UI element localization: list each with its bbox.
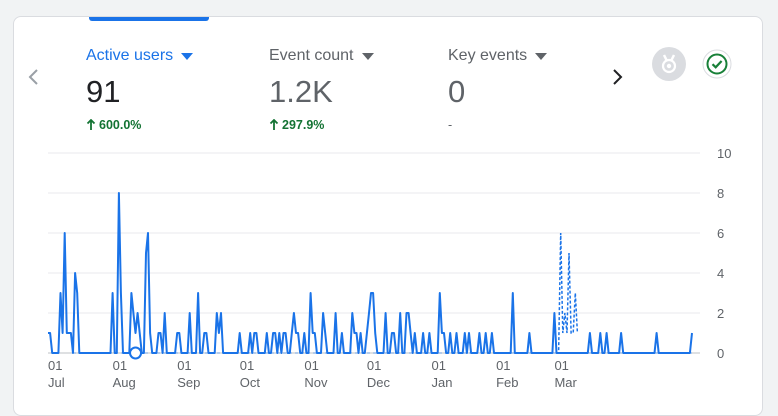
metric-label: Active users [86, 47, 174, 64]
metric-change-value: 297.9% [282, 118, 325, 132]
x-tick-month: Dec [367, 375, 391, 390]
caret-down-icon [181, 52, 194, 60]
series-line-partial [556, 232, 579, 354]
x-tick-day: 01 [177, 358, 191, 373]
series-line [48, 192, 693, 354]
x-tick-day: 01 [304, 358, 318, 373]
chevron-left-icon[interactable] [22, 65, 46, 89]
metric-event-count[interactable]: Event count 1.2K 297.9% [269, 45, 374, 133]
x-tick-day: 01 [48, 358, 62, 373]
y-tick-label: 6 [717, 226, 724, 241]
metric-label-dropdown[interactable]: Key events [448, 45, 548, 67]
y-tick-label: 2 [717, 306, 724, 321]
x-tick-month: Mar [554, 375, 577, 390]
metric-active-users[interactable]: Active users 91 600.0% [86, 45, 194, 133]
x-tick-month: Sep [177, 375, 200, 390]
active-users-chart: 0 2 4 6 8 10 01 Jul 01 Aug 01 Sep 01 Oct 01 Nov 01 Dec 01 J… [48, 146, 731, 390]
selected-tab-indicator [89, 17, 209, 21]
metric-key-events[interactable]: Key events 0 - [448, 45, 548, 133]
metric-label-dropdown[interactable]: Event count [269, 45, 374, 67]
active-users-card: Active users 91 600.0% Event count 1.2K … [13, 16, 763, 416]
y-tick-label: 10 [717, 146, 731, 161]
caret-down-icon [361, 52, 374, 60]
metric-change: 297.9% [269, 117, 374, 133]
x-tick-month: Feb [496, 375, 518, 390]
x-tick-month: Nov [304, 375, 328, 390]
x-tick-day: 01 [240, 358, 254, 373]
metric-change-value: 600.0% [99, 118, 142, 132]
x-tick-month: Oct [240, 375, 261, 390]
badge-icon[interactable] [652, 47, 686, 81]
y-tick-label: 8 [717, 186, 724, 201]
x-tick-day: 01 [496, 358, 510, 373]
metric-label: Key events [448, 47, 528, 64]
x-tick-day: 01 [113, 358, 127, 373]
arrow-up-icon [86, 119, 96, 130]
chevron-right-icon[interactable] [605, 65, 629, 89]
metric-value: 0 [448, 74, 466, 109]
x-tick-month: Jan [431, 375, 452, 390]
metric-label-dropdown[interactable]: Active users [86, 45, 194, 67]
arrow-up-icon [269, 119, 279, 130]
check-circle-icon[interactable] [701, 48, 733, 80]
y-tick-label: 4 [717, 266, 724, 281]
metric-change-value: - [448, 118, 453, 132]
x-tick-month: Jul [48, 375, 65, 390]
metric-change: 600.0% [86, 117, 193, 133]
x-tick-month: Aug [113, 375, 136, 390]
x-tick-day: 01 [367, 358, 381, 373]
hover-marker[interactable] [129, 346, 143, 360]
metric-value: 1.2K [269, 74, 333, 109]
x-tick-day: 01 [554, 358, 568, 373]
y-tick-label: 0 [717, 346, 724, 361]
metric-value: 91 [86, 74, 121, 109]
metric-change: - [448, 117, 547, 133]
x-tick-day: 01 [431, 358, 445, 373]
metric-label: Event count [269, 47, 354, 64]
caret-down-icon [535, 52, 548, 60]
